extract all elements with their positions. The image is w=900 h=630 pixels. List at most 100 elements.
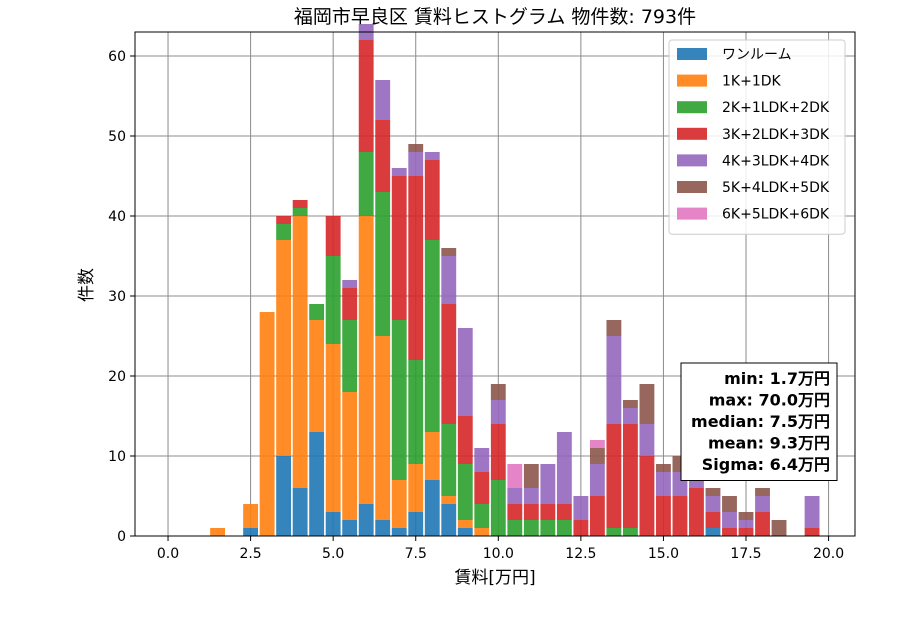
- bar-segment: [490, 400, 506, 424]
- bar-segment: [589, 464, 605, 496]
- bar-segment: [540, 504, 556, 520]
- legend-swatch: [677, 207, 707, 220]
- bar-segment: [606, 528, 622, 536]
- bar-segment: [243, 528, 259, 536]
- legend-label: 4K+3LDK+4DK: [722, 153, 830, 169]
- bar-segment: [507, 520, 523, 536]
- bar-segment: [243, 504, 259, 528]
- bar-segment: [441, 504, 457, 536]
- bar-segment: [309, 432, 325, 536]
- legend-label: 5K+4LDK+5DK: [722, 180, 830, 196]
- bar-segment: [474, 472, 490, 504]
- bar-segment: [276, 224, 292, 240]
- bar-segment: [490, 384, 506, 400]
- bar-segment: [259, 312, 275, 536]
- bar-segment: [738, 512, 754, 520]
- bar-segment: [424, 432, 440, 480]
- legend-frame: [668, 39, 846, 235]
- bar-segment: [490, 480, 506, 536]
- bar-segment: [408, 176, 424, 360]
- bar-segment: [722, 512, 737, 528]
- bar-segment: [309, 320, 325, 432]
- bar-segment: [556, 432, 572, 504]
- bar-segment: [342, 392, 358, 520]
- bar-segment: [441, 256, 457, 304]
- bar-segment: [705, 528, 721, 536]
- bar-segment: [276, 216, 292, 224]
- bar-segment: [358, 504, 374, 536]
- bar-segment: [589, 496, 605, 536]
- legend-swatch: [677, 48, 707, 60]
- bar-segment: [358, 40, 374, 152]
- plot-frame: [134, 31, 856, 537]
- legend: ワンルーム 1K+1DK 2K+1LDK+2DK 3K+2LDK+3DK 4K+3LDK…: [668, 39, 846, 235]
- legend-label: 2K+1LDK+2DK: [722, 100, 830, 116]
- bar-segment: [457, 464, 473, 520]
- bar-segment: [342, 320, 358, 392]
- y-tick-label: 60: [108, 49, 126, 65]
- bar-segment: [424, 480, 440, 536]
- bar-segment: [457, 520, 473, 528]
- x-tick-label: 2.5: [239, 546, 261, 562]
- bar-segment: [622, 408, 638, 424]
- legend-swatch: [677, 127, 707, 140]
- bar-segment: [358, 152, 374, 216]
- bar-segment: [507, 464, 523, 488]
- bar-segment: [441, 496, 457, 504]
- bar-segment: [622, 528, 638, 536]
- y-tick-label: 10: [108, 449, 126, 465]
- stats-line: median: 7.5万円: [691, 412, 830, 431]
- bar-segment: [573, 496, 589, 520]
- bar-segment: [424, 152, 440, 160]
- bar-segment: [474, 448, 490, 472]
- y-tick-label: 40: [108, 209, 126, 225]
- y-tick-label: 20: [108, 369, 126, 385]
- x-axis-label: 賃料[万円]: [454, 568, 535, 588]
- bar-segment: [771, 520, 787, 536]
- bar-segment: [375, 120, 391, 192]
- x-tick-label: 10.0: [483, 546, 514, 562]
- bar-segment: [672, 496, 688, 536]
- bar-segment: [325, 512, 341, 536]
- legend-swatch: [677, 154, 707, 167]
- bar-segment: [705, 496, 721, 512]
- bar-segment: [656, 496, 671, 536]
- bar-segment: [292, 488, 308, 536]
- bar-segment: [408, 152, 424, 176]
- bar-segment: [656, 464, 671, 472]
- bar-segment: [639, 424, 655, 456]
- bar-segment: [309, 304, 325, 320]
- bar-segment: [210, 528, 225, 536]
- stats-line: Sigma: 6.4万円: [702, 455, 830, 474]
- bar-segment: [689, 488, 704, 536]
- bar-segment: [755, 512, 770, 536]
- bar-segment: [639, 384, 655, 424]
- bar-segment: [639, 456, 655, 536]
- bar-segment: [556, 520, 572, 536]
- y-axis-label: 件数: [77, 268, 97, 302]
- bar-segment: [408, 512, 424, 536]
- bar-segment: [325, 216, 341, 256]
- bar-segment: [342, 280, 358, 288]
- bar-segment: [292, 216, 308, 488]
- x-tick-label: 12.5: [565, 546, 596, 562]
- bar-segment: [622, 424, 638, 528]
- chart-title: 福岡市早良区 賃料ヒストグラム 物件数: 793件: [294, 6, 696, 28]
- legend-label: 1K+1DK: [722, 74, 782, 90]
- bar-segment: [755, 496, 770, 512]
- bar-segment: [391, 320, 407, 480]
- bar-segment: [755, 488, 770, 496]
- bar-segment: [457, 328, 473, 416]
- bar-segment: [490, 424, 506, 480]
- bar-segment: [722, 528, 737, 536]
- bar-segment: [606, 320, 622, 336]
- bar-segment: [457, 416, 473, 464]
- bar-segment: [738, 528, 754, 536]
- bar-segment: [391, 176, 407, 320]
- legend-label: ワンルーム: [722, 47, 792, 63]
- bar-segment: [276, 240, 292, 456]
- bar-segment: [556, 504, 572, 520]
- legend-label: 3K+2LDK+3DK: [722, 127, 830, 143]
